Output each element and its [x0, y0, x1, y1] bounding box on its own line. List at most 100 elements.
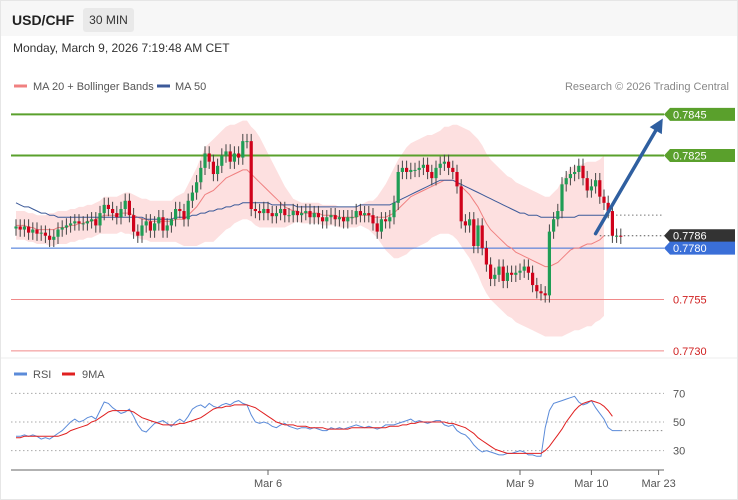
candle-body — [489, 264, 493, 279]
candle-body — [106, 204, 110, 209]
candle-body — [190, 192, 194, 201]
candle-body — [253, 208, 257, 212]
candle-body — [144, 221, 148, 226]
candle-body — [249, 141, 253, 209]
candle-body — [312, 213, 316, 218]
candle-body — [350, 217, 354, 219]
price-level-tag-0.7825 — [664, 149, 735, 163]
candle-body — [388, 217, 392, 222]
candle-body — [493, 274, 497, 279]
price-level-label-0.7786: 0.7786 — [673, 231, 707, 243]
candle-body — [283, 208, 287, 216]
candle-body — [468, 219, 472, 226]
rsi-tick-30: 30 — [673, 446, 685, 458]
rsi-line — [16, 395, 621, 457]
forecast-arrow-head — [649, 118, 663, 135]
candle-body — [216, 165, 220, 175]
candle-body — [405, 167, 409, 172]
legend-label-ma50: MA 50 — [175, 81, 206, 93]
candle-body — [400, 167, 404, 172]
candle-body — [606, 202, 610, 212]
candle-body — [426, 164, 430, 172]
candle-body — [94, 219, 98, 226]
candle-body — [472, 219, 476, 247]
candle-body — [451, 167, 455, 172]
candle-body — [228, 151, 232, 162]
candle-body — [304, 211, 308, 214]
candle-body — [157, 217, 161, 224]
candle-body — [27, 226, 31, 233]
candle-body — [186, 200, 190, 220]
candle-body — [598, 180, 602, 197]
candle-body — [514, 272, 518, 275]
candle-body — [136, 231, 140, 236]
candle-body — [346, 217, 350, 222]
candle-body — [119, 208, 123, 218]
candle-body — [123, 200, 127, 209]
candle-body — [291, 211, 295, 216]
candle-body — [564, 178, 568, 185]
candle-body — [39, 232, 43, 234]
price-level-tag-0.7780 — [664, 241, 735, 255]
candle-body — [354, 211, 358, 218]
candle-body — [480, 225, 484, 249]
legend-label-ma20: MA 20 + Bollinger Bands — [33, 81, 154, 93]
candle-body — [321, 217, 325, 222]
candle-body — [539, 291, 543, 294]
candle-body — [102, 204, 106, 214]
candles-group — [14, 133, 623, 303]
price-level-label-0.7845: 0.7845 — [673, 109, 707, 121]
rsi-ma-line — [16, 400, 613, 454]
candle-body — [81, 223, 85, 225]
forecast-arrow-shaft — [593, 125, 660, 236]
candle-body — [270, 213, 274, 217]
candle-body — [153, 223, 157, 231]
candle-body — [262, 208, 266, 214]
candle-body — [581, 165, 585, 179]
candle-body — [31, 229, 35, 233]
candle-body — [337, 217, 341, 220]
candle-body — [287, 215, 291, 217]
candle-body — [18, 226, 22, 230]
candle-body — [505, 272, 509, 281]
candle-body — [589, 186, 593, 191]
candle-body — [127, 200, 131, 216]
candle-body — [371, 215, 375, 224]
candle-body — [522, 266, 526, 271]
candle-body — [14, 226, 18, 229]
candle-body — [379, 219, 383, 232]
price-level-label-0.7780: 0.7780 — [673, 243, 707, 255]
symbol-title: USD/CHF — [12, 12, 75, 28]
candle-body — [73, 221, 77, 224]
candle-body — [161, 217, 165, 231]
candle-body — [69, 223, 73, 226]
candle-body — [140, 225, 144, 236]
candle-body — [434, 167, 438, 179]
candle-body — [182, 211, 186, 220]
timeframe-badge[interactable]: 30 MIN — [83, 8, 134, 32]
candle-body — [577, 165, 581, 172]
candle-body — [476, 225, 480, 247]
candle-body — [342, 217, 346, 222]
candle-body — [115, 213, 119, 218]
candle-body — [279, 208, 283, 214]
candle-body — [594, 180, 598, 187]
candle-body — [526, 266, 530, 273]
candle-body — [447, 161, 451, 168]
candle-body — [510, 272, 514, 275]
chart-header: USD/CHF 30 MIN — [1, 1, 737, 36]
candle-body — [535, 285, 539, 292]
candle-body — [421, 164, 425, 168]
time-label-Mar-9: Mar 9 — [506, 478, 534, 490]
candle-body — [148, 221, 152, 231]
candle-body — [375, 223, 379, 232]
candle-body — [300, 213, 304, 216]
candle-body — [52, 236, 56, 240]
candle-body — [48, 235, 52, 240]
bollinger-band — [16, 120, 604, 337]
candle-body — [619, 235, 623, 237]
candle-body — [165, 225, 169, 231]
price-level-label-0.7825: 0.7825 — [673, 151, 707, 163]
candle-body — [484, 248, 488, 265]
